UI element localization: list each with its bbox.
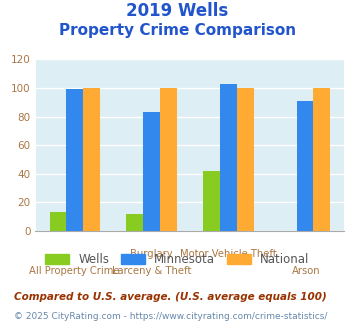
Bar xyxy=(126,214,143,231)
Bar xyxy=(203,171,220,231)
Bar xyxy=(160,88,177,231)
Bar xyxy=(237,88,253,231)
Bar xyxy=(66,89,83,231)
Bar xyxy=(143,112,160,231)
Bar xyxy=(50,213,66,231)
Legend: Wells, Minnesota, National: Wells, Minnesota, National xyxy=(41,248,314,271)
Text: Motor Vehicle Theft: Motor Vehicle Theft xyxy=(180,249,277,259)
Text: Larceny & Theft: Larceny & Theft xyxy=(111,266,191,276)
Text: 2019 Wells: 2019 Wells xyxy=(126,2,229,20)
Text: Property Crime Comparison: Property Crime Comparison xyxy=(59,23,296,38)
Bar xyxy=(83,88,100,231)
Bar xyxy=(296,101,313,231)
Text: Arson: Arson xyxy=(291,266,320,276)
Text: All Property Crime: All Property Crime xyxy=(29,266,119,276)
Text: Burglary: Burglary xyxy=(130,249,173,259)
Text: Compared to U.S. average. (U.S. average equals 100): Compared to U.S. average. (U.S. average … xyxy=(14,292,327,302)
Bar xyxy=(313,88,330,231)
Bar xyxy=(220,84,237,231)
Text: © 2025 CityRating.com - https://www.cityrating.com/crime-statistics/: © 2025 CityRating.com - https://www.city… xyxy=(14,312,328,321)
